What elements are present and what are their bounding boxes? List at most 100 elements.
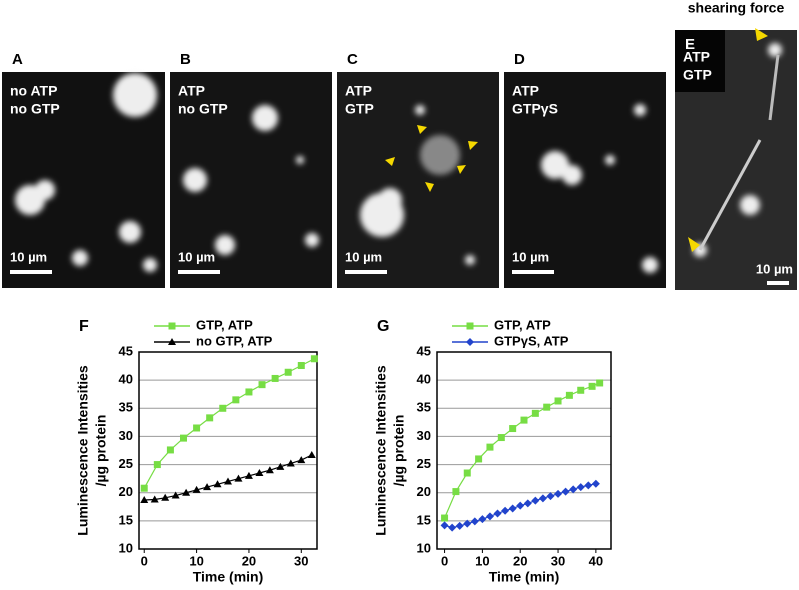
point [245, 388, 253, 396]
point [448, 523, 457, 532]
micrographs [2, 28, 797, 290]
heading: shearing force [688, 0, 785, 16]
point [546, 492, 555, 501]
point [591, 479, 600, 488]
point [466, 338, 474, 346]
panel-condition: ATP [178, 83, 205, 99]
image-e-inset [675, 30, 725, 92]
y-axis-label: Luminescence Intensities [373, 365, 389, 536]
panel-condition: ATP [683, 49, 710, 65]
point [588, 382, 596, 390]
scale-bar [10, 270, 52, 274]
point [307, 451, 316, 459]
point [455, 521, 464, 530]
scale-label: 10 µm [512, 249, 549, 264]
point [508, 504, 517, 513]
y-tick-label: 20 [417, 484, 431, 499]
series-line [143, 358, 315, 489]
y-tick-label: 15 [119, 512, 133, 527]
y-tick-label: 45 [417, 343, 431, 358]
y-tick-label: 35 [119, 400, 133, 415]
x-axis-label: Time (min) [193, 569, 264, 585]
point [213, 480, 222, 488]
panel-condition: GTP [345, 101, 374, 117]
panel-condition: no GTP [178, 101, 228, 117]
plot-frame [436, 351, 612, 550]
point [140, 496, 149, 504]
x-tick-label: 10 [475, 553, 489, 568]
point [192, 485, 201, 493]
point [286, 459, 295, 467]
panel-letter: E [685, 36, 695, 53]
scale-label: 10 µm [756, 261, 793, 276]
point [497, 434, 505, 442]
panel-condition: no GTP [10, 101, 60, 117]
panel-condition: no ATP [10, 83, 57, 99]
point [520, 416, 528, 424]
scale-label: 10 µm [10, 249, 47, 264]
y-tick-label: 25 [417, 456, 431, 471]
y-tick-label: 45 [119, 343, 133, 358]
point [543, 403, 551, 411]
point [232, 396, 240, 404]
point [538, 494, 547, 503]
point [441, 514, 449, 522]
point [276, 462, 285, 470]
x-tick-label: 20 [513, 553, 527, 568]
point [271, 374, 279, 382]
point [470, 517, 479, 526]
point [463, 519, 472, 528]
point [140, 484, 148, 492]
x-tick-label: 40 [589, 553, 603, 568]
point [206, 414, 214, 422]
series-line [444, 382, 600, 519]
point [440, 521, 449, 530]
point [310, 355, 318, 363]
chart-label: F [79, 318, 89, 335]
point [168, 338, 176, 345]
point [561, 487, 570, 496]
x-tick-label: 0 [441, 553, 448, 568]
point [466, 322, 474, 330]
point [265, 466, 274, 474]
scale-bar [178, 270, 220, 274]
x-tick-label: 30 [551, 553, 565, 568]
point [297, 362, 305, 370]
point [463, 469, 471, 477]
y-tick-label: 30 [417, 428, 431, 443]
y-tick-label: 40 [417, 372, 431, 387]
y-tick-label: 10 [119, 540, 133, 555]
x-tick-label: 10 [189, 553, 203, 568]
fiber [698, 139, 762, 251]
panel-condition: ATP [512, 83, 539, 99]
point [182, 488, 191, 496]
y-tick-label: 40 [119, 372, 133, 387]
scale-bar [512, 270, 554, 274]
point [509, 425, 517, 433]
y-tick-label: 25 [119, 456, 133, 471]
legend-label: GTP, ATP [494, 317, 551, 332]
point [193, 424, 201, 432]
panel-letter: D [514, 51, 525, 68]
blobs [15, 43, 782, 273]
point [569, 485, 578, 494]
panel-condition: GTP [683, 67, 712, 83]
y-tick-label: 10 [417, 540, 431, 555]
point [284, 368, 292, 376]
point [297, 456, 306, 464]
point [180, 434, 187, 442]
y-axis-label: /µg protein [391, 415, 407, 487]
panel-letter: A [12, 51, 23, 68]
x-tick-label: 20 [242, 553, 256, 568]
point [219, 404, 227, 412]
point [577, 386, 585, 394]
point [523, 499, 532, 508]
point [224, 477, 232, 485]
point [554, 489, 563, 498]
point [258, 381, 266, 389]
point [168, 322, 176, 330]
point [255, 469, 264, 477]
point [554, 397, 562, 405]
legend-label: GTPγS, ATP [494, 333, 569, 348]
